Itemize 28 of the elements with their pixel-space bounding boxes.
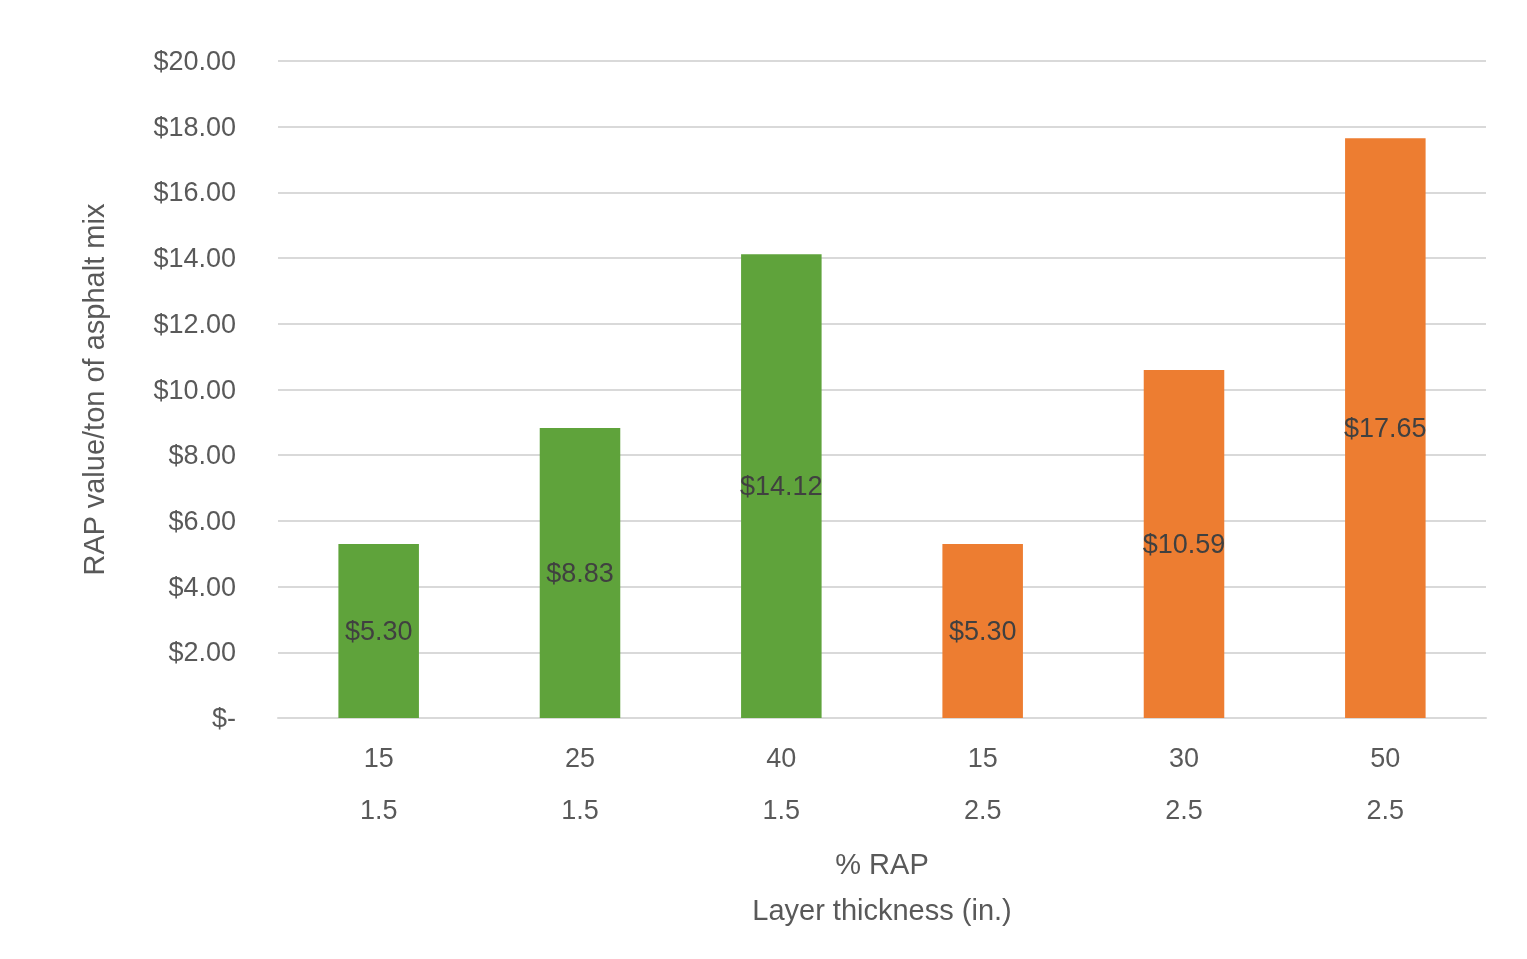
y-tick-label: $- [211, 703, 236, 733]
bar [1143, 370, 1225, 718]
y-tick-label: $2.00 [168, 637, 236, 668]
data-label: $5.30 [344, 615, 413, 646]
y-tick-label: $14.00 [153, 243, 236, 274]
x-tick-label: 30 2.5 [1165, 743, 1203, 825]
bar [1345, 138, 1426, 718]
data-label: $8.83 [546, 557, 614, 588]
bar [338, 543, 419, 718]
y-tick-label: $4.00 [168, 571, 236, 602]
x-axis-title: % RAP Layer thickness (in.) [752, 847, 1012, 926]
y-tick-label: $10.00 [153, 374, 236, 405]
data-label: $5.30 [948, 615, 1017, 646]
y-tick-label: $12.00 [153, 308, 236, 339]
x-tick-label: 50 2.5 [1366, 743, 1405, 825]
y-tick-label: $16.00 [153, 177, 236, 208]
x-tick-label: 15 2.5 [963, 743, 1002, 825]
x-tick-label: 15 1.5 [359, 743, 398, 825]
bar [539, 427, 621, 718]
x-tick-label: 40 1.5 [762, 743, 801, 825]
y-tick-label: $8.00 [168, 440, 236, 471]
y-axis-title: RAP value/ton of asphalt mix [77, 203, 110, 576]
y-tick-label: $18.00 [153, 111, 236, 142]
y-tick-label: $6.00 [168, 505, 236, 536]
bar [942, 543, 1023, 718]
bar [741, 254, 822, 718]
y-tick-label: $20.00 [153, 46, 236, 76]
x-tick-label: 25 1.5 [561, 743, 599, 825]
